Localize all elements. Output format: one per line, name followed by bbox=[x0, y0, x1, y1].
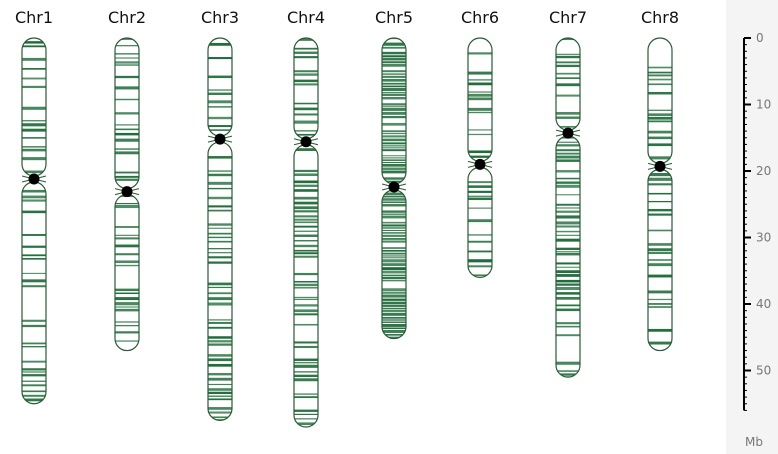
axis-panel bbox=[726, 0, 778, 454]
chromosome-chr5: Chr5 bbox=[375, 8, 413, 340]
chromosome-group: Chr1 Chr2 Chr3 Chr4 Chr5 Chr6 Chr7 Chr8 bbox=[15, 8, 679, 428]
band-pattern bbox=[382, 38, 406, 184]
mb-scale-axis: 0 10 20 30 40 50 Mb bbox=[743, 31, 771, 449]
band-pattern bbox=[468, 52, 492, 158]
chromosome-q-arm bbox=[556, 136, 580, 378]
chromosome-label: Chr4 bbox=[287, 8, 325, 27]
chromosome-p-arm bbox=[208, 38, 232, 137]
chromosome-chr4: Chr4 bbox=[287, 8, 325, 428]
axis-tick-label: 0 bbox=[756, 31, 764, 45]
centromere-marker bbox=[28, 173, 40, 185]
chromosome-label: Chr1 bbox=[15, 8, 53, 27]
band-pattern bbox=[22, 189, 46, 402]
chromosome-label: Chr5 bbox=[375, 8, 413, 27]
band-pattern bbox=[556, 38, 580, 131]
chromosome-label: Chr8 bbox=[641, 8, 679, 27]
chromosome-q-arm bbox=[115, 194, 139, 351]
band-pattern bbox=[556, 136, 580, 378]
centromere-marker bbox=[654, 160, 666, 172]
axis-tick-label: 50 bbox=[756, 364, 771, 378]
axis-tick-label: 30 bbox=[756, 231, 771, 245]
band-pattern bbox=[648, 66, 672, 164]
axis-tick-label: 20 bbox=[756, 164, 771, 178]
chromosome-label: Chr7 bbox=[549, 8, 587, 27]
centromere-marker bbox=[388, 181, 400, 193]
chromosome-chr3: Chr3 bbox=[201, 8, 239, 421]
band-pattern bbox=[294, 144, 318, 426]
centromere-marker bbox=[300, 136, 312, 148]
chromosome-label: Chr2 bbox=[108, 8, 146, 27]
centromere-marker bbox=[214, 133, 226, 145]
chromosome-chr6: Chr6 bbox=[461, 8, 499, 279]
chromosome-chr8: Chr8 bbox=[641, 8, 679, 352]
band-pattern bbox=[22, 41, 46, 174]
band-pattern bbox=[115, 38, 139, 181]
band-pattern bbox=[208, 42, 232, 131]
chromosome-q-arm bbox=[22, 181, 46, 404]
axis-unit-label: Mb bbox=[745, 435, 763, 449]
axis-tick-label: 40 bbox=[756, 297, 771, 311]
centromere-marker bbox=[562, 127, 574, 139]
chromosome-chr2: Chr2 bbox=[108, 8, 146, 352]
band-pattern bbox=[294, 38, 318, 139]
chromosome-chr1: Chr1 bbox=[15, 8, 53, 405]
chromosome-q-arm bbox=[468, 167, 492, 278]
band-pattern bbox=[468, 181, 492, 277]
chromosome-chr7: Chr7 bbox=[549, 8, 587, 378]
band-pattern bbox=[208, 156, 232, 421]
axis-tick-label: 10 bbox=[756, 98, 771, 112]
chromosome-label: Chr3 bbox=[201, 8, 239, 27]
centromere-marker bbox=[474, 158, 486, 170]
centromere-marker bbox=[121, 186, 133, 198]
chromosome-label: Chr6 bbox=[461, 8, 499, 27]
chromosome-q-arm bbox=[208, 142, 232, 421]
band-pattern bbox=[648, 172, 672, 345]
